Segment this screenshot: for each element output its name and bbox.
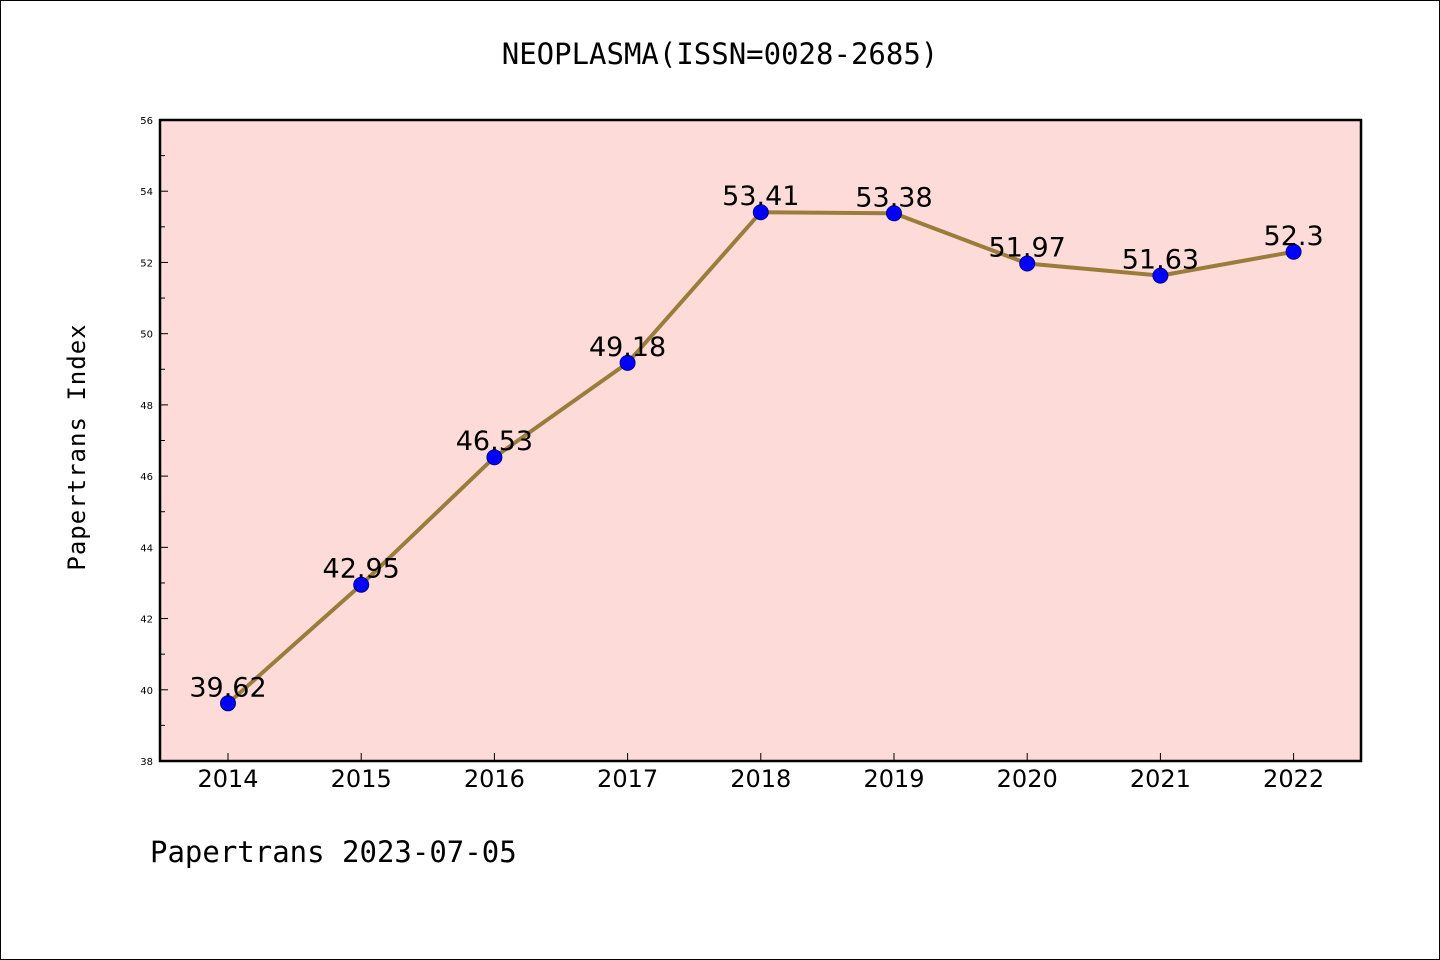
x-tick-label: 2021 <box>1130 765 1191 793</box>
data-label: 42.95 <box>323 554 400 585</box>
data-label: 53.41 <box>722 181 799 212</box>
x-tick-label: 2016 <box>464 765 525 793</box>
x-tick-label: 2022 <box>1263 765 1324 793</box>
data-label: 39.62 <box>189 672 266 703</box>
data-label: 51.97 <box>989 233 1066 264</box>
footer-text: Papertrans 2023-07-05 <box>150 835 517 869</box>
data-label: 52.3 <box>1264 221 1324 252</box>
y-tick-label: 56 <box>140 116 153 127</box>
data-label: 53.38 <box>855 182 932 213</box>
data-point <box>353 576 370 593</box>
data-point <box>220 695 236 712</box>
x-tick-label: 2017 <box>597 765 658 793</box>
data-point <box>752 204 769 221</box>
y-tick-label: 44 <box>140 543 153 554</box>
data-point <box>1019 255 1036 272</box>
x-tick-label: 2018 <box>730 765 791 793</box>
chart-title: NEOPLASMA(ISSN=0028-2685) <box>501 37 939 71</box>
data-point <box>1152 267 1169 284</box>
plot-frame <box>158 118 1363 763</box>
y-tick-label: 38 <box>140 757 153 768</box>
data-label: 51.63 <box>1122 245 1199 276</box>
x-tick-label: 2014 <box>197 765 258 793</box>
y-tick-label: 50 <box>140 330 153 341</box>
plot-area <box>160 120 1361 761</box>
y-tick-label: 40 <box>140 686 153 697</box>
data-label: 46.53 <box>456 426 533 457</box>
y-tick-label: 42 <box>140 615 153 626</box>
data-point <box>886 205 902 222</box>
x-tick-label: 2020 <box>997 765 1058 793</box>
data-point <box>486 449 503 466</box>
y-tick-label: 48 <box>140 401 153 412</box>
y-tick-label: 46 <box>140 472 153 483</box>
x-tick-label: 2019 <box>863 765 924 793</box>
x-tick-label: 2015 <box>331 765 392 793</box>
y-tick-label: 52 <box>140 258 153 269</box>
data-label: 49.18 <box>589 332 666 363</box>
data-point <box>619 354 636 371</box>
y-tick-label: 54 <box>140 187 153 198</box>
data-point <box>1285 243 1302 260</box>
